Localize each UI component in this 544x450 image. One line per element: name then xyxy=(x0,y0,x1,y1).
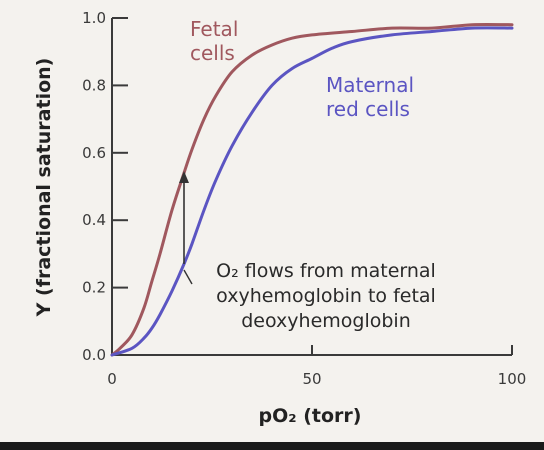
y-tick-label: 0.4 xyxy=(82,211,106,229)
y-axis-title: Y (fractional saturation) xyxy=(33,58,55,318)
annotation-text: O₂ flows from maternal oxyhemoglobin to f… xyxy=(216,260,436,332)
annotation-line: deoxyhemoglobin xyxy=(241,310,411,332)
ticks: 0.0 0.2 0.4 0.6 0.8 1.0 0 50 100 xyxy=(82,9,526,388)
fetal-series-line xyxy=(110,22,514,357)
maternal-series-label-line: Maternal xyxy=(326,73,414,97)
maternal-series-label-line: red cells xyxy=(326,97,410,121)
maternal-series-line xyxy=(110,26,514,357)
x-axis-title: pO₂ (torr) xyxy=(259,405,362,427)
annotation-line: O₂ flows from maternal xyxy=(216,260,436,282)
x-tick-label: 100 xyxy=(498,370,527,388)
series-lines: Fetal cells Maternal red cells xyxy=(110,17,514,357)
x-tick-label: 0 xyxy=(107,370,117,388)
y-tick-label: 0.0 xyxy=(82,346,106,364)
fetal-series-label: Fetal cells xyxy=(190,17,238,65)
maternal-series-label: Maternal red cells xyxy=(326,73,414,121)
y-tick-label: 1.0 xyxy=(82,9,106,27)
annotation-arrow-head xyxy=(179,171,189,184)
bottom-border xyxy=(0,442,544,450)
annotation-group: O₂ flows from maternal oxyhemoglobin to f… xyxy=(179,171,436,332)
fetal-series-label-line: cells xyxy=(190,41,235,65)
x-tick-label: 50 xyxy=(302,370,321,388)
y-tick-label: 0.8 xyxy=(82,76,106,94)
y-tick-label: 0.6 xyxy=(82,144,106,162)
fetal-series-label-line: Fetal xyxy=(190,17,238,41)
annotation-leader xyxy=(183,269,193,285)
y-tick-label: 0.2 xyxy=(82,279,106,297)
annotation-line: oxyhemoglobin to fetal xyxy=(216,285,436,307)
